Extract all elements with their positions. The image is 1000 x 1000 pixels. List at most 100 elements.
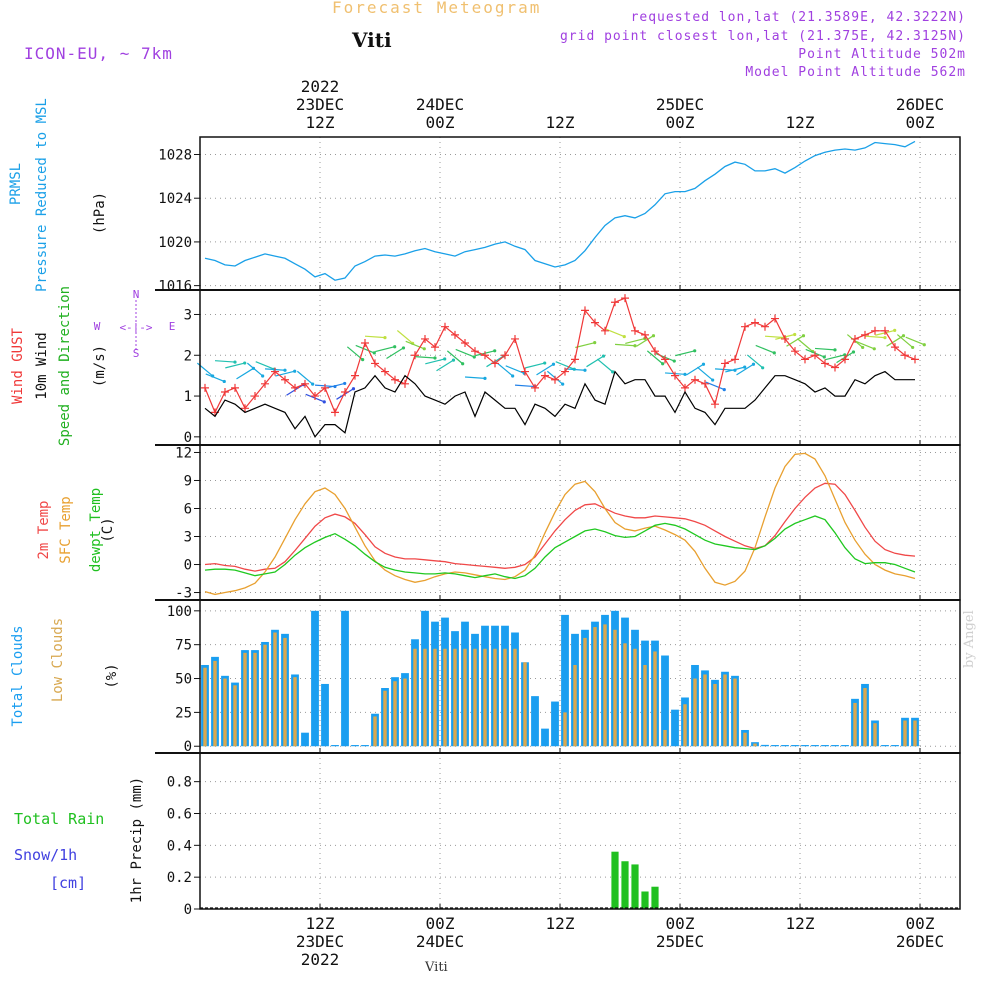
wind-gust-marker [491, 359, 499, 368]
top-time-label: 00Z [426, 113, 455, 132]
wind-arrow-head [683, 372, 687, 376]
wind-direction-arrow [575, 342, 595, 349]
wind-arrow-head [393, 345, 397, 349]
wind-gust-marker [511, 334, 519, 343]
wind-direction-arrow [446, 350, 464, 365]
wind-gust-marker [521, 367, 529, 376]
wind-arrow-head [672, 359, 676, 363]
wind-arrow-head [443, 357, 447, 361]
wind-direction-arrow [386, 347, 404, 360]
wind-gust-marker [391, 375, 399, 384]
y-tick-label: 0.2 [167, 870, 192, 886]
wind-arrow-head [472, 355, 476, 359]
wind-gust-marker [531, 383, 539, 392]
low-clouds-bar [853, 702, 857, 747]
low-clouds-bar [223, 678, 227, 747]
low-clouds-bar [733, 678, 737, 747]
wind-gust-marker [341, 387, 349, 396]
wind-direction-arrow [555, 361, 575, 370]
total-clouds-bar [881, 745, 889, 747]
wind-arrow-head [551, 362, 556, 366]
wind-arrow-head [743, 365, 747, 369]
wind-arrow-head [343, 381, 347, 386]
low-clouds-bar [493, 648, 497, 747]
wind-gust-marker [851, 334, 859, 343]
wind-direction-arrow [755, 344, 775, 354]
wind-gust-marker [871, 326, 879, 335]
wind-gust-marker [321, 383, 329, 392]
wind-gust-marker [701, 379, 709, 388]
low-clouds-bar [523, 662, 527, 747]
wind-gust-marker [281, 375, 289, 384]
wind-arrow-head [911, 345, 915, 350]
wind-direction-arrow [355, 344, 375, 354]
bottom-time-label: 23DEC [296, 932, 344, 951]
low-clouds-bar [373, 716, 377, 747]
wind-gust-marker [551, 375, 559, 384]
wind-direction-arrow [296, 370, 314, 385]
wind-gust-marker [561, 367, 569, 376]
grid-point-coordinates: grid point closest lon,lat (21.375E, 42.… [559, 29, 966, 44]
wind-direction-arrow [625, 337, 645, 344]
wind-gust-marker [741, 322, 749, 331]
low-clouds-bar [573, 664, 577, 747]
low-clouds-bar [233, 685, 237, 747]
wind-arrow-head [622, 334, 626, 339]
wind-arrow-head [822, 355, 826, 359]
wind-gust-marker [221, 387, 229, 396]
wind-arrow-head [651, 334, 656, 338]
wind-arrow-head [601, 354, 606, 358]
total-clouds-bar [311, 610, 319, 747]
low-clouds-bar [203, 667, 207, 747]
wind-direction-arrow [255, 361, 275, 370]
total-clouds-bar [301, 732, 309, 747]
wind-arrow-head [433, 356, 437, 360]
wind-direction-arrow [725, 366, 745, 373]
top-time-label: 12Z [306, 113, 335, 132]
total-clouds-bar [331, 745, 339, 747]
rain-bar [641, 891, 649, 909]
bottom-station-name: Viti [425, 960, 448, 975]
wind-gust-marker [451, 330, 459, 339]
wind-direction-arrow [614, 343, 636, 347]
low-clouds-bar [583, 637, 587, 747]
wind-gust-marker [601, 326, 609, 335]
wind-gust-marker [581, 306, 589, 315]
y-tick-label: 9 [184, 473, 192, 489]
wind-arrow-head [922, 343, 926, 347]
wind-gust-marker [831, 363, 839, 372]
wind-direction-arrow [496, 362, 514, 377]
model-label: ICON-EU, ~ 7km [24, 44, 173, 63]
rain-bar [611, 851, 619, 909]
panel-frame [199, 136, 961, 291]
wind-gust-marker [841, 355, 849, 364]
wind-direction-arrow [405, 340, 425, 350]
low-clouds-bar [253, 652, 257, 747]
low-clouds-bar [503, 648, 507, 747]
low-clouds-bar [513, 648, 517, 747]
top-time-label: 26DEC [896, 95, 944, 114]
wind-direction-arrow [536, 363, 554, 376]
bottom-time-label: 12Z [546, 914, 575, 933]
wind-direction-arrow [864, 335, 886, 339]
total-clouds-bar [361, 745, 369, 747]
wind-arrow-head [801, 334, 806, 338]
total-clouds-bar [561, 614, 569, 747]
y-tick-label: 1028 [158, 147, 192, 163]
temp-dewpt-line [204, 515, 916, 580]
wind-direction-arrow [564, 368, 586, 371]
wind-gust-marker [731, 355, 739, 364]
wind-arrow-head [693, 349, 697, 353]
wind-arrow-head [483, 376, 487, 380]
top-time-label: 23DEC [296, 95, 344, 114]
low-clouds-bar [603, 624, 607, 747]
total-clouds-bar [551, 701, 559, 747]
total-clouds-bar [341, 610, 349, 747]
top-time-label: 25DEC [656, 95, 704, 114]
wind-gust-marker [441, 322, 449, 331]
wind-direction-arrow [375, 346, 395, 353]
y-tick-label: 1020 [158, 235, 192, 251]
wind-arrow-head [583, 368, 587, 372]
wind-arrow-head [243, 361, 247, 365]
wind-gust-marker [611, 298, 619, 307]
